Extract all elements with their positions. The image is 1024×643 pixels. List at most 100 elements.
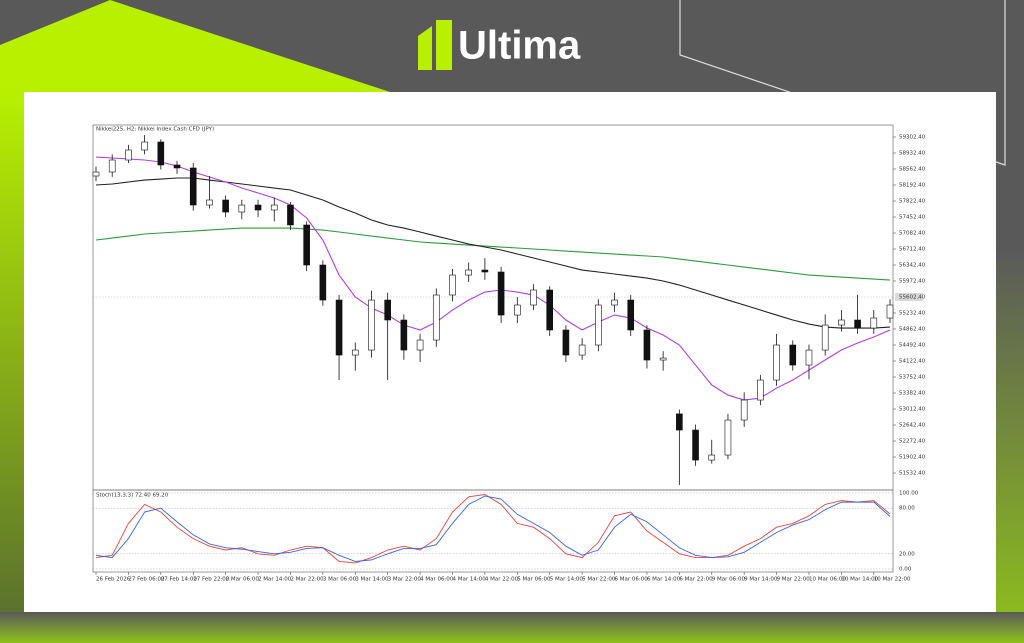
candle-body (562, 329, 570, 356)
y-tick-label: 58562.40 (899, 166, 926, 172)
chart-title: Nikkei225, H2: Nikkei Index Cash CFD (JP… (96, 127, 214, 133)
candle-body (481, 269, 489, 273)
candle-body (319, 264, 327, 301)
candle-body (368, 299, 375, 351)
candle-body (108, 159, 116, 173)
chart-frame (92, 124, 894, 573)
candle-body (773, 344, 780, 381)
x-tick-label: 4 Mar 22:00 (485, 577, 519, 583)
accent-strip (996, 250, 1024, 643)
y-tick-label: 57452.40 (899, 214, 926, 220)
moving-average (95, 227, 891, 281)
candle-body (643, 329, 651, 361)
candle-body (789, 344, 797, 366)
y-tick-label: 57082.40 (899, 230, 926, 236)
candle-body (125, 149, 132, 161)
y-tick-label: 53382.40 (899, 391, 926, 397)
candle-body (384, 299, 391, 321)
candle-body (254, 204, 262, 211)
candle-body (351, 349, 359, 356)
candle-body (676, 413, 683, 431)
moving-average (95, 177, 891, 329)
candle-body (821, 324, 829, 351)
candle-body (238, 204, 246, 213)
x-tick-label: 9 Mar 22:00 (777, 577, 811, 583)
y-tick-label: 51532.40 (899, 471, 926, 477)
x-tick-label: 3 Mar 14:00 (355, 577, 389, 583)
logo: Ultima (418, 20, 581, 70)
y2-tick-label: 0.00 (899, 567, 912, 573)
logo-icon (436, 20, 452, 70)
x-tick-label: 2 Mar 22:00 (290, 577, 324, 583)
x-tick-label: 6 Mar 22:00 (679, 577, 713, 583)
y-tick-label: 53752.40 (899, 375, 926, 381)
candle-body (206, 199, 213, 206)
candle-body (449, 274, 456, 296)
x-tick-label: 2 Mar 14:00 (258, 577, 292, 583)
y-tick-label: 54492.40 (899, 343, 926, 349)
y-tick-label: 58932.40 (899, 150, 926, 156)
candle-body (854, 319, 861, 329)
accent-bottom (0, 612, 1024, 643)
x-tick-label: 4 Mar 06:00 (420, 577, 454, 583)
candle-body (497, 271, 505, 316)
candle-body (578, 344, 586, 356)
x-tick-label: 27 Feb 22:00 (193, 577, 230, 583)
x-tick-label: 6 Mar 14:00 (647, 577, 681, 583)
candle-body (141, 141, 148, 151)
candle-body (270, 204, 278, 211)
candle-body (189, 167, 197, 206)
accent-shape (0, 0, 390, 92)
candle-body (724, 419, 732, 456)
x-tick-label: 9 Mar 14:00 (744, 577, 778, 583)
y2-tick-label: 100.00 (899, 491, 919, 497)
x-tick-label: 4 Mar 14:00 (452, 577, 486, 583)
candle-body (287, 204, 294, 226)
candle-body (659, 357, 667, 361)
x-tick-label: 5 Mar 22:00 (582, 577, 616, 583)
current-price-tag (895, 292, 923, 301)
y-tick-label: 57822.40 (899, 198, 926, 204)
y-tick-label: 58192.40 (899, 182, 926, 188)
y-tick-label: 59302.40 (899, 134, 926, 140)
x-tick-label: 27 Feb 14:00 (161, 577, 198, 583)
current-price-label: 55602.40 (899, 294, 926, 300)
candle-body (595, 304, 602, 346)
x-tick-label: 2 Mar 06:00 (226, 577, 260, 583)
candle-body (222, 199, 229, 213)
candle-body (465, 269, 472, 276)
candle-body (530, 289, 537, 306)
brand-name: Ultima (458, 24, 581, 68)
y-tick-label: 52642.40 (899, 423, 926, 429)
x-tick-label: 5 Mar 06:00 (517, 577, 551, 583)
x-tick-label: 9 Mar 06:00 (712, 577, 746, 583)
candle-body (416, 339, 424, 351)
y-tick-label: 52272.40 (899, 439, 926, 445)
candle-body (611, 299, 618, 306)
candle-body (838, 319, 845, 326)
candle-body (432, 294, 440, 341)
candle-body (740, 399, 748, 421)
candle-body (335, 299, 343, 356)
candle-body (627, 299, 635, 331)
y-tick-label: 55972.40 (899, 278, 926, 284)
candle-body (92, 171, 100, 177)
oscillator-line (95, 494, 891, 564)
x-tick-label: 3 Mar 22:00 (388, 577, 422, 583)
y-tick-label: 56712.40 (899, 246, 926, 252)
x-tick-label: 27 Feb 06:00 (128, 577, 165, 583)
y-tick-label: 53012.40 (899, 407, 926, 413)
y2-tick-label: 80.00 (899, 506, 915, 512)
candle-body (886, 304, 894, 319)
logo-icon (418, 26, 432, 70)
candle-body (805, 349, 813, 366)
candle-body (692, 429, 699, 461)
candle-body (708, 454, 716, 461)
candle-body (157, 141, 165, 166)
candle-body (173, 164, 181, 169)
accent-strip (0, 92, 24, 643)
x-tick-label: 10 Mar 06:00 (809, 577, 846, 583)
y2-tick-label: 20.00 (899, 551, 915, 557)
candle-body (546, 289, 554, 331)
